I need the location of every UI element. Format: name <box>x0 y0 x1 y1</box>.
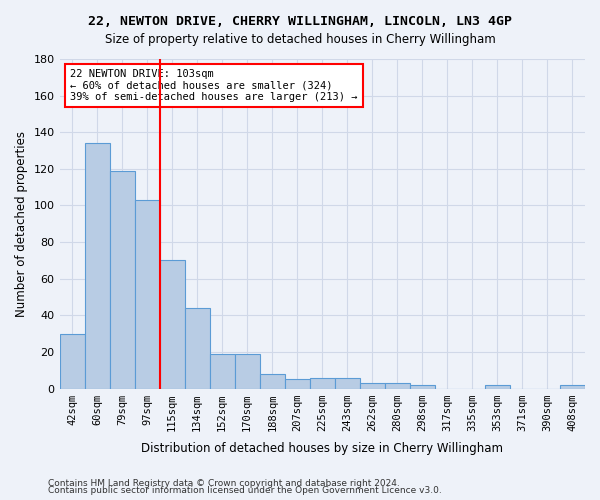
Bar <box>285 380 310 388</box>
Bar <box>385 383 410 388</box>
Text: 22, NEWTON DRIVE, CHERRY WILLINGHAM, LINCOLN, LN3 4GP: 22, NEWTON DRIVE, CHERRY WILLINGHAM, LIN… <box>88 15 512 28</box>
Bar <box>134 200 160 388</box>
Bar <box>410 385 435 388</box>
Bar <box>110 170 134 388</box>
Bar <box>485 385 510 388</box>
Y-axis label: Number of detached properties: Number of detached properties <box>15 131 28 317</box>
Bar <box>360 383 385 388</box>
Bar <box>185 308 209 388</box>
Text: Contains public sector information licensed under the Open Government Licence v3: Contains public sector information licen… <box>48 486 442 495</box>
Bar <box>310 378 335 388</box>
Bar <box>235 354 260 388</box>
Bar <box>59 334 85 388</box>
Text: 22 NEWTON DRIVE: 103sqm
← 60% of detached houses are smaller (324)
39% of semi-d: 22 NEWTON DRIVE: 103sqm ← 60% of detache… <box>70 69 358 102</box>
X-axis label: Distribution of detached houses by size in Cherry Willingham: Distribution of detached houses by size … <box>141 442 503 455</box>
Bar <box>209 354 235 388</box>
Bar <box>160 260 185 388</box>
Bar <box>335 378 360 388</box>
Bar <box>260 374 285 388</box>
Bar <box>85 143 110 388</box>
Text: Size of property relative to detached houses in Cherry Willingham: Size of property relative to detached ho… <box>104 32 496 46</box>
Bar <box>560 385 585 388</box>
Text: Contains HM Land Registry data © Crown copyright and database right 2024.: Contains HM Land Registry data © Crown c… <box>48 478 400 488</box>
